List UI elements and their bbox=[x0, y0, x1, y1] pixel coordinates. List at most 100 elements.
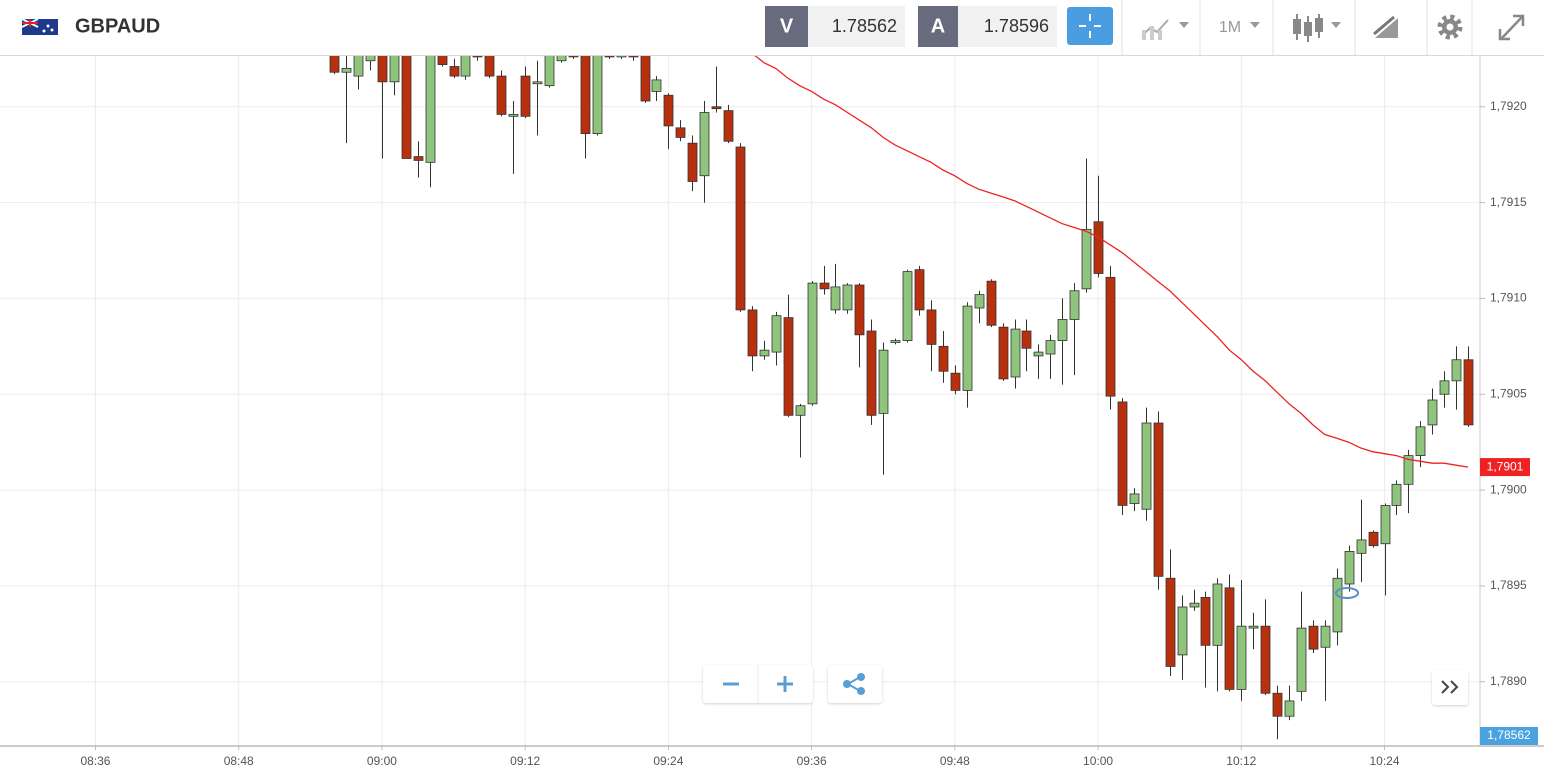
candle-body bbox=[1320, 625, 1331, 648]
y-tick-label: 1,7910 bbox=[1490, 291, 1527, 305]
candle-body bbox=[1272, 692, 1283, 717]
y-tick-label: 1,7890 bbox=[1490, 674, 1527, 688]
candle-body bbox=[1403, 455, 1414, 485]
buy-price: 1.78596 bbox=[984, 16, 1049, 36]
candle-body bbox=[1033, 351, 1044, 357]
candle-body bbox=[974, 294, 985, 309]
candle-body bbox=[1165, 577, 1176, 667]
candle-body bbox=[413, 156, 424, 161]
y-tick-label: 1,7915 bbox=[1490, 195, 1527, 209]
ma-value-badge bbox=[1480, 458, 1530, 477]
candle-body bbox=[580, 55, 591, 134]
symbol: GBPAUD bbox=[75, 15, 160, 37]
toolbar: GBPAUD V 1.78562 A 1.78596 1M bbox=[0, 0, 1544, 56]
toolbar-separators bbox=[1121, 0, 1473, 55]
scroll-end-button[interactable] bbox=[1441, 680, 1459, 694]
cursor-marker bbox=[1335, 587, 1359, 599]
candle-body bbox=[556, 55, 567, 62]
last-price-badge bbox=[1480, 727, 1538, 745]
candle-style-button[interactable] bbox=[1293, 14, 1341, 42]
candle-body bbox=[795, 405, 806, 416]
moving-average-line bbox=[753, 55, 1469, 468]
candle-body bbox=[1308, 625, 1319, 650]
candle-body bbox=[699, 112, 710, 177]
candle-body bbox=[842, 284, 853, 311]
candle-body bbox=[329, 55, 340, 73]
candle-body bbox=[747, 309, 758, 357]
sell-price: 1.78562 bbox=[832, 16, 897, 36]
candle-body bbox=[1427, 399, 1438, 426]
candle-body bbox=[854, 284, 865, 336]
candle-body bbox=[819, 282, 830, 290]
x-tick-label: 08:48 bbox=[224, 754, 254, 768]
candle-body bbox=[675, 127, 686, 138]
axes: 1,7890 1,7895 1,7900 1,7905 1,7910 1,7915 1,79… bbox=[80, 99, 1538, 768]
candle-body bbox=[1069, 290, 1080, 320]
candle-body bbox=[460, 55, 471, 77]
zoom-in-button[interactable] bbox=[777, 676, 793, 692]
candle-body bbox=[1117, 401, 1128, 506]
candle-body bbox=[663, 94, 674, 127]
candle-body bbox=[1224, 587, 1235, 690]
fullscreen-button[interactable] bbox=[1498, 14, 1525, 41]
candle-body bbox=[926, 309, 937, 345]
candle-body bbox=[1010, 328, 1021, 378]
flag-icon bbox=[21, 18, 58, 35]
chart-type-button[interactable] bbox=[1141, 19, 1189, 40]
timeframe-button[interactable]: 1M bbox=[1219, 19, 1260, 36]
candle-body bbox=[878, 349, 889, 414]
draw-tool-button[interactable] bbox=[1373, 15, 1398, 38]
candle-body bbox=[401, 55, 412, 159]
x-tick-label: 09:48 bbox=[940, 754, 970, 768]
candle-body bbox=[1200, 597, 1211, 646]
crosshair-icon bbox=[1079, 14, 1101, 38]
share-button[interactable] bbox=[843, 673, 865, 695]
candle-body bbox=[1415, 426, 1426, 456]
sell-price-box[interactable] bbox=[808, 6, 905, 47]
buy-price-box[interactable] bbox=[958, 6, 1057, 47]
candle-body bbox=[723, 110, 734, 142]
x-tick-label: 10:00 bbox=[1083, 754, 1113, 768]
sell-button[interactable] bbox=[765, 6, 808, 47]
candle-body bbox=[1463, 359, 1474, 426]
candle-body bbox=[1236, 625, 1247, 690]
candle-body bbox=[341, 68, 352, 73]
candle-body bbox=[508, 114, 519, 117]
candle-body bbox=[1093, 221, 1104, 274]
buy-button[interactable] bbox=[918, 6, 958, 47]
candle-body bbox=[389, 55, 400, 83]
candle-body bbox=[998, 326, 1009, 380]
candle-body bbox=[711, 106, 722, 110]
candle-body bbox=[1021, 330, 1032, 349]
candle-body bbox=[1439, 380, 1450, 395]
candle-body bbox=[687, 142, 698, 182]
x-tick-label: 10:12 bbox=[1226, 754, 1256, 768]
candle-body bbox=[1451, 359, 1462, 382]
candle-body bbox=[1260, 625, 1271, 694]
candle-body bbox=[484, 55, 495, 77]
candle-body bbox=[1344, 551, 1355, 585]
candle-body bbox=[640, 55, 651, 102]
candle-body bbox=[902, 271, 913, 341]
last-price-label: 1,78562 bbox=[1487, 728, 1531, 742]
buy-label: A bbox=[931, 15, 945, 37]
y-tick-label: 1,7895 bbox=[1490, 578, 1527, 592]
candle-body bbox=[592, 55, 603, 134]
candle-body bbox=[1081, 229, 1092, 290]
candle-body bbox=[425, 55, 436, 163]
candle-body bbox=[735, 146, 746, 311]
candle-body bbox=[759, 349, 770, 357]
y-tick-label: 1,7920 bbox=[1490, 99, 1527, 113]
candle-body bbox=[544, 55, 555, 87]
settings-button[interactable] bbox=[1437, 14, 1463, 40]
sell-label: V bbox=[780, 15, 794, 37]
candle-body bbox=[807, 282, 818, 405]
candle-body bbox=[1129, 493, 1140, 504]
candle-body bbox=[1105, 276, 1116, 397]
candle-body bbox=[1141, 422, 1152, 510]
crosshair-button[interactable] bbox=[1067, 7, 1113, 45]
candle-body bbox=[496, 75, 507, 115]
candle-body bbox=[353, 55, 364, 77]
candle-body bbox=[437, 55, 448, 65]
